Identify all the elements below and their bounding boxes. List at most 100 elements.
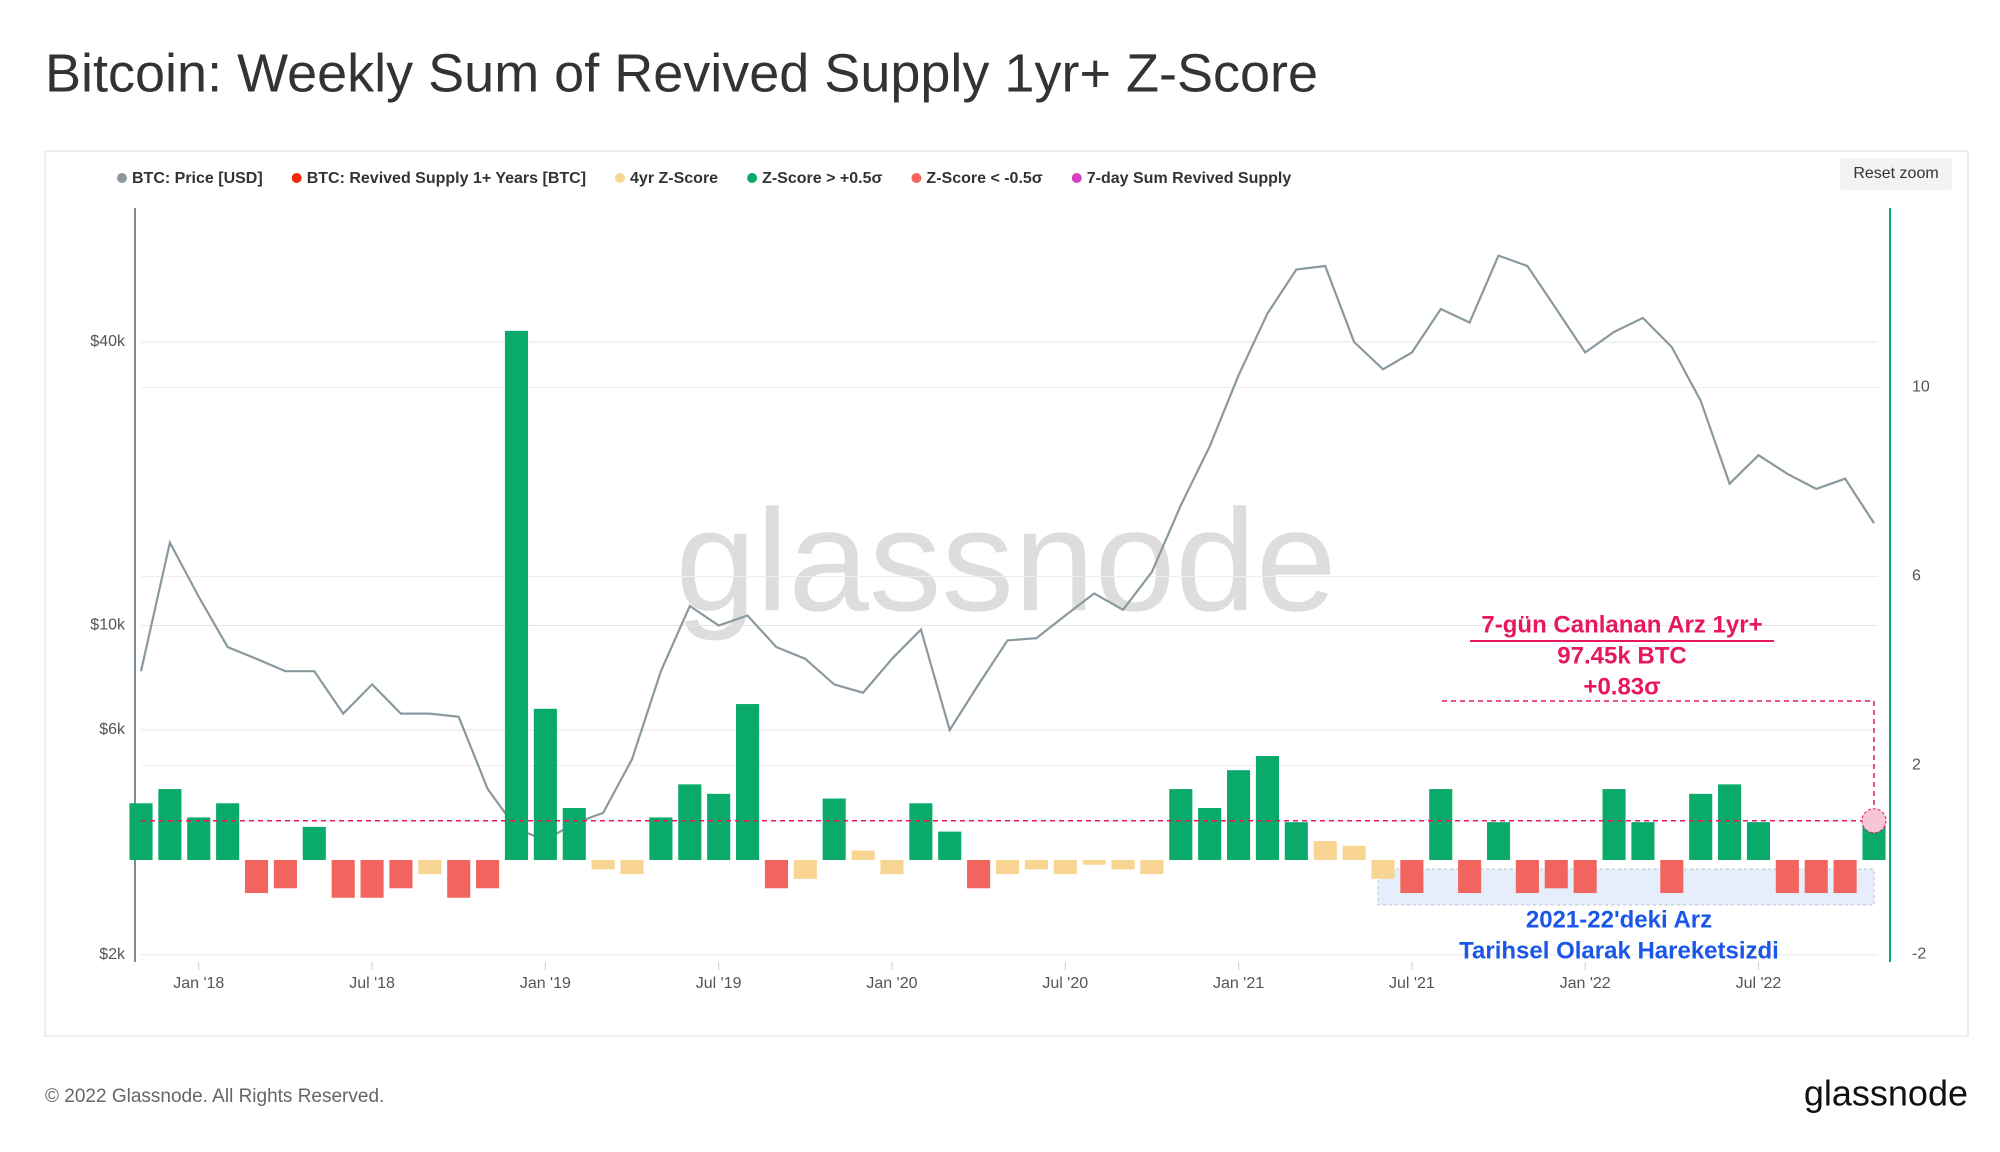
- y2-tick-label: 6: [1912, 568, 1921, 585]
- z-score-bar: [273, 859, 297, 889]
- watermark: glassnode: [675, 479, 1336, 641]
- footer: © 2022 Glassnode. All Rights Reserved.: [45, 1086, 384, 1107]
- z-score-bar: [1140, 859, 1164, 875]
- z-score-bar: [678, 784, 702, 860]
- z-score-bar: [389, 859, 413, 889]
- z-score-bar: [1486, 822, 1511, 860]
- z-score-bar: [1169, 789, 1193, 860]
- legend-label[interactable]: 7-day Sum Revived Supply: [1087, 170, 1292, 187]
- reset-zoom-button[interactable]: [1840, 158, 1952, 190]
- reset-zoom-label[interactable]: Reset zoom: [1853, 165, 1938, 182]
- z-score-bar: [591, 859, 615, 870]
- annotation-text: Tarihsel Olarak Hareketsizdi: [1459, 937, 1779, 964]
- legend-marker: [1071, 173, 1082, 183]
- z-score-bar: [1284, 822, 1308, 860]
- annotation-connector: [1442, 700, 1875, 809]
- logo: glassnode: [1804, 1073, 1968, 1114]
- z-score-bar: [1082, 859, 1106, 865]
- z-score-bar: [1053, 859, 1077, 875]
- legend-label[interactable]: 4yr Z-Score: [630, 170, 718, 187]
- z-score-bar: [504, 330, 529, 860]
- z-score-bar: [216, 803, 240, 860]
- z-score-bar: [562, 807, 586, 860]
- z-score-bar: [938, 831, 962, 860]
- y-tick-label: $2k: [99, 946, 126, 963]
- x-tick-label: Jan '18: [173, 975, 224, 992]
- z-score-bar: [1429, 789, 1453, 860]
- z-score-bar: [418, 859, 442, 875]
- x-tick-label: Jan '19: [520, 975, 571, 992]
- z-score-bar: [735, 704, 760, 860]
- legend-marker: [117, 173, 127, 183]
- legend-label[interactable]: Z-Score < -0.5σ: [926, 170, 1042, 187]
- z-score-bar: [1544, 859, 1568, 889]
- z-score-bar: [360, 859, 384, 898]
- z-score-bar: [995, 859, 1020, 875]
- z-score-bar: [447, 859, 471, 898]
- z-score-bar: [1342, 845, 1366, 860]
- annotation-region: [1377, 868, 1875, 906]
- x-tick-label: Jan '20: [866, 975, 917, 992]
- z-score-bar: [1227, 770, 1251, 860]
- z-score-bar: [909, 803, 933, 860]
- z-score-bar: [1573, 859, 1597, 894]
- annotation-text: 7-gün Canlanan Arz 1yr+: [1481, 611, 1762, 638]
- x-tick-label: Jul '18: [349, 975, 395, 992]
- z-score-bar: [1660, 859, 1684, 894]
- z-score-bar: [793, 859, 817, 879]
- legend-marker: [291, 173, 302, 183]
- annotation-text: +0.83σ: [1583, 673, 1660, 700]
- legend-marker: [911, 173, 922, 183]
- y2-tick-label: -2: [1912, 946, 1926, 963]
- annotation-text: 2021-22'deki Arz: [1526, 906, 1712, 933]
- x-tick-label: Jul '21: [1389, 975, 1435, 992]
- z-score-bar: [158, 789, 182, 860]
- z-score-bar: [331, 859, 355, 898]
- y2-tick-label: 10: [1912, 379, 1930, 396]
- legend-label[interactable]: BTC: Price [USD]: [132, 170, 263, 187]
- z-score-bar: [1602, 789, 1626, 860]
- z-score-bar: [1689, 793, 1713, 860]
- z-score-bar: [764, 859, 788, 889]
- x-tick-label: Jan '21: [1213, 975, 1264, 992]
- legend-label[interactable]: Z-Score > +0.5σ: [762, 170, 882, 187]
- legend-marker: [615, 173, 626, 183]
- x-tick-label: Jul '19: [696, 975, 742, 992]
- z-score-bar: [1458, 859, 1482, 894]
- z-score-bar: [129, 803, 153, 860]
- z-score-bar: [1804, 859, 1828, 894]
- z-score-bar: [476, 859, 500, 889]
- z-score-bar: [707, 793, 731, 860]
- z-score-bar: [187, 817, 211, 860]
- z-score-bar: [1111, 859, 1135, 870]
- z-score-bar: [1833, 859, 1857, 894]
- x-tick-label: Jul '22: [1736, 975, 1782, 992]
- x-tick-label: Jul '20: [1042, 975, 1088, 992]
- z-score-bar: [1024, 859, 1048, 870]
- z-score-bar: [1631, 822, 1655, 860]
- z-score-bar: [1400, 859, 1424, 894]
- z-score-bar: [1313, 841, 1337, 860]
- z-score-bar: [1718, 784, 1742, 860]
- z-score-bar: [1371, 859, 1395, 879]
- y-tick-label: $6k: [99, 721, 126, 738]
- legend-marker: [747, 173, 758, 183]
- z-score-bar: [302, 826, 326, 860]
- z-score-bar: [649, 817, 673, 860]
- z-score-bar: [620, 859, 644, 875]
- y2-tick-label: 2: [1912, 757, 1921, 774]
- z-score-bar: [1746, 822, 1771, 860]
- z-score-bar: [244, 859, 269, 894]
- legend-label[interactable]: BTC: Revived Supply 1+ Years [BTC]: [307, 170, 586, 187]
- price-line: [139, 254, 1875, 842]
- z-score-bar: [1775, 859, 1799, 894]
- annotation-point: [1861, 808, 1887, 834]
- z-score-bar: [822, 798, 846, 860]
- chart-frame: [44, 150, 1969, 1037]
- y-tick-label: $40k: [90, 333, 126, 350]
- y-tick-label: $10k: [90, 617, 126, 634]
- z-score-bar: [1198, 807, 1222, 860]
- annotation-text: 97.45k BTC: [1557, 642, 1686, 669]
